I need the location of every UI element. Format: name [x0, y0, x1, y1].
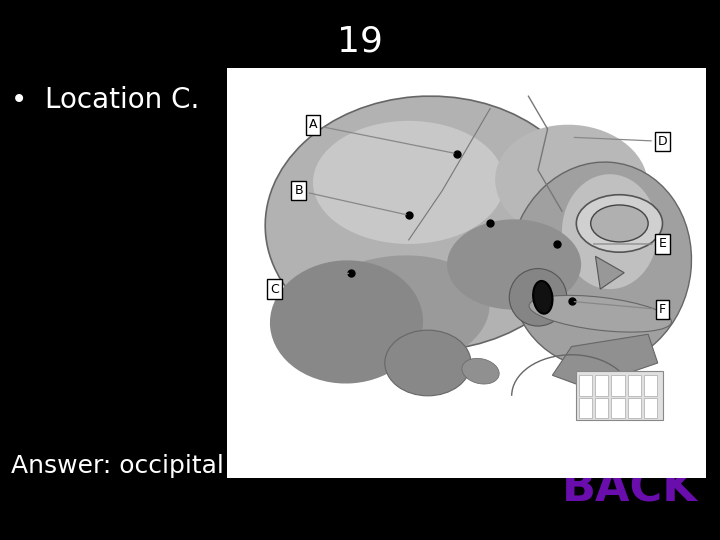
- Ellipse shape: [562, 174, 658, 289]
- Text: B: B: [294, 184, 406, 214]
- Ellipse shape: [462, 359, 499, 384]
- Ellipse shape: [313, 121, 505, 244]
- Bar: [644, 375, 657, 396]
- Text: Answer: occipital bone: Answer: occipital bone: [11, 454, 294, 478]
- Ellipse shape: [270, 260, 423, 383]
- Ellipse shape: [300, 255, 490, 372]
- Ellipse shape: [590, 205, 648, 242]
- Ellipse shape: [384, 330, 471, 396]
- Text: •  Location C.: • Location C.: [11, 86, 199, 114]
- Ellipse shape: [576, 195, 662, 252]
- Ellipse shape: [509, 268, 567, 326]
- Bar: [628, 398, 641, 419]
- Ellipse shape: [447, 219, 581, 309]
- Ellipse shape: [529, 295, 672, 332]
- Ellipse shape: [533, 281, 552, 314]
- Bar: [611, 398, 625, 419]
- Text: C: C: [270, 273, 348, 295]
- Text: D: D: [575, 135, 667, 148]
- Bar: [595, 398, 608, 419]
- Bar: [595, 375, 608, 396]
- Polygon shape: [595, 256, 624, 289]
- Text: A: A: [309, 118, 454, 153]
- FancyBboxPatch shape: [576, 371, 662, 421]
- Text: E: E: [593, 238, 667, 251]
- Ellipse shape: [495, 125, 648, 240]
- Bar: [628, 375, 641, 396]
- Bar: [644, 398, 657, 419]
- Polygon shape: [552, 334, 658, 388]
- Text: BACK: BACK: [562, 467, 698, 510]
- Bar: [579, 375, 592, 396]
- FancyBboxPatch shape: [227, 68, 706, 478]
- Ellipse shape: [509, 162, 691, 367]
- Bar: [611, 375, 625, 396]
- Bar: [579, 398, 592, 419]
- Ellipse shape: [265, 96, 590, 351]
- Text: F: F: [575, 302, 666, 316]
- Text: 19: 19: [337, 24, 383, 58]
